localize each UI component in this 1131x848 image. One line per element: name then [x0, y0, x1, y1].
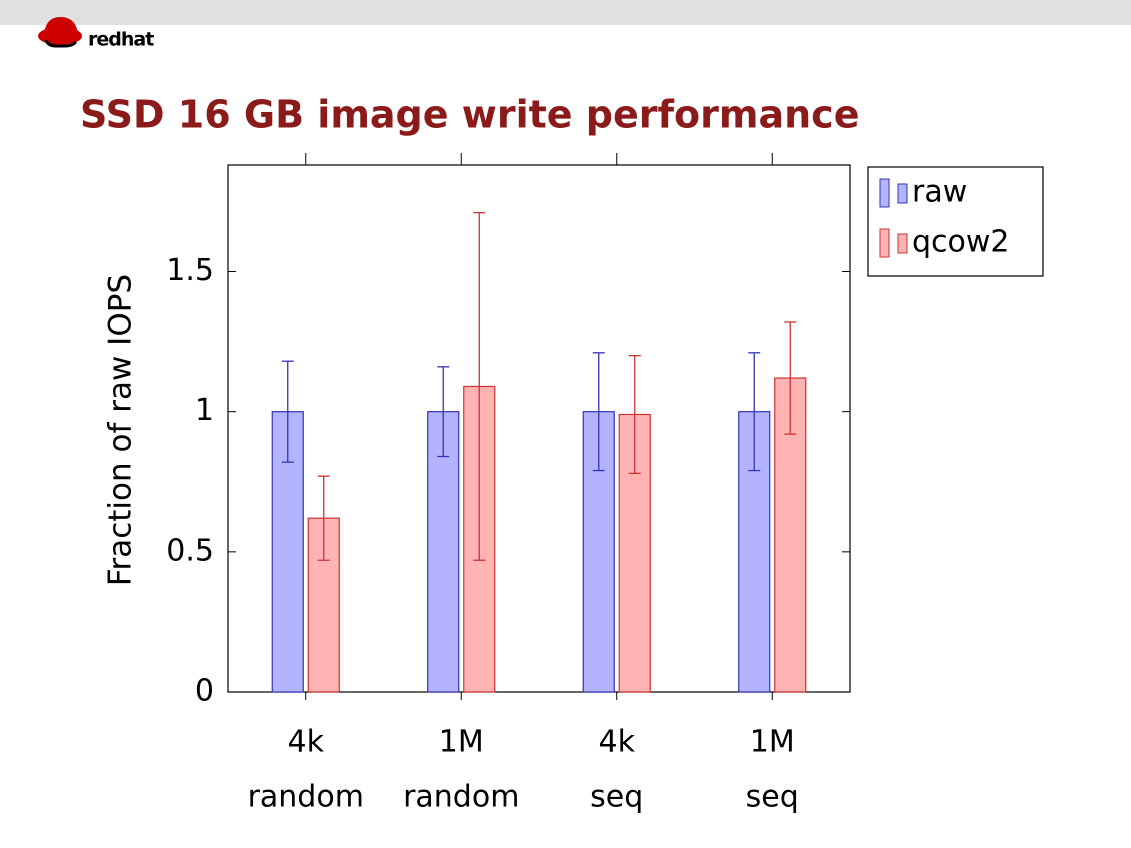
- x-tick-label: random: [403, 780, 519, 815]
- x-tick-label: 1M: [439, 725, 484, 760]
- legend-swatch: [879, 228, 890, 258]
- y-tick-label: 1.5: [166, 253, 214, 288]
- bar: [307, 517, 340, 693]
- logo: redhat: [38, 16, 155, 51]
- legend-swatch: [897, 183, 908, 204]
- legend-swatch: [879, 178, 890, 208]
- legend-label: qcow2: [912, 225, 1010, 260]
- x-tick-label: seq: [746, 780, 799, 815]
- error-bar: [437, 366, 450, 458]
- error-bar: [628, 354, 641, 475]
- chart-title: SSD 16 GB image write performance: [80, 93, 859, 137]
- y-tick-label: 0.5: [166, 533, 214, 568]
- error-bar: [317, 475, 330, 561]
- y-axis-label: Fraction of raw IOPS: [103, 274, 139, 586]
- x-tick-label: 4k: [599, 725, 636, 760]
- error-bar: [473, 212, 486, 561]
- error-bar: [592, 352, 605, 472]
- legend-frame: [867, 166, 1044, 277]
- top-bar: [0, 0, 1131, 25]
- y-tick-label: 1: [195, 393, 214, 428]
- x-tick-label: 4k: [288, 725, 325, 760]
- legend-label: raw: [912, 175, 967, 210]
- x-tick-label: random: [248, 780, 364, 815]
- x-tick-label: 1M: [750, 725, 795, 760]
- logo-text: redhat: [88, 29, 154, 51]
- error-bar: [748, 352, 761, 472]
- bar: [271, 411, 304, 693]
- error-bar: [281, 360, 294, 463]
- legend-swatch: [897, 233, 908, 254]
- error-bar: [784, 321, 797, 435]
- legend: raw qcow2: [867, 166, 1044, 277]
- plot-frame: [227, 164, 851, 693]
- y-tick-label: 0: [195, 674, 214, 709]
- x-tick-label: seq: [590, 780, 643, 815]
